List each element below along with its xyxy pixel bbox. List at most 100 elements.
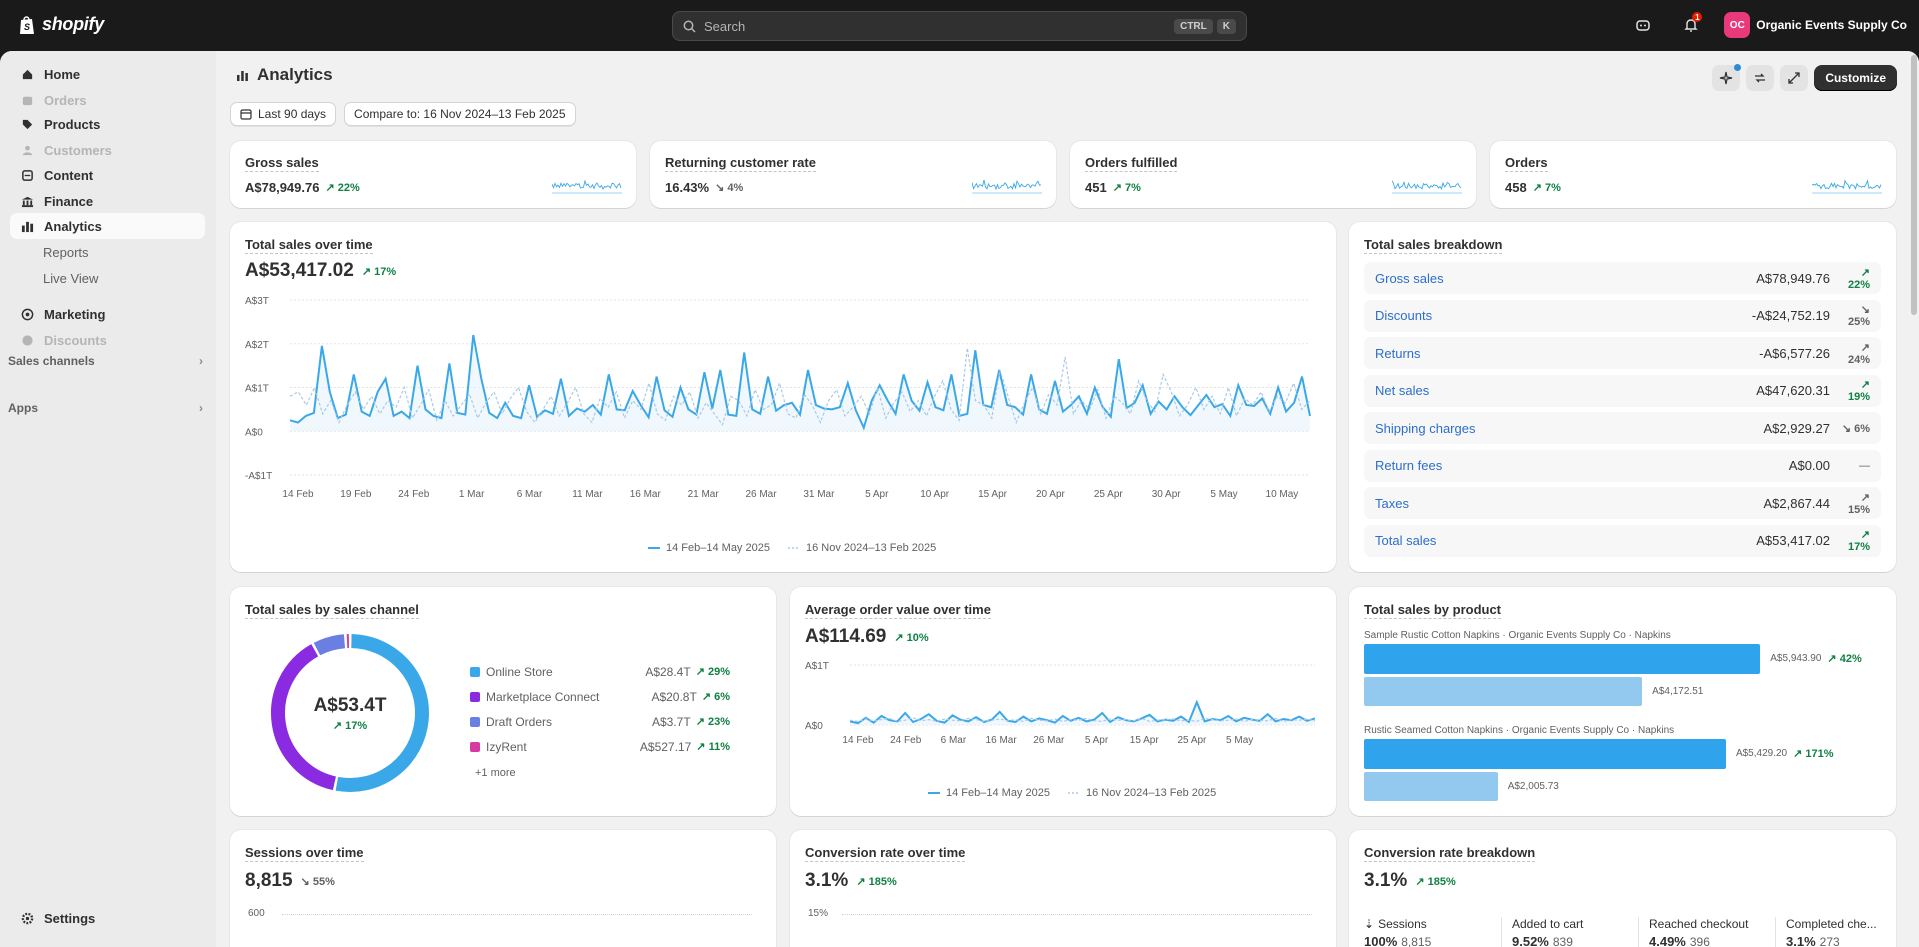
kpi-card-returning-customer-rate[interactable]: Returning customer rate 16.43% ↘ 4% <box>650 141 1056 208</box>
breakdown-label[interactable]: Return fees <box>1375 458 1443 473</box>
breakdown-label[interactable]: Taxes <box>1375 495 1409 511</box>
funnel-step[interactable]: ⇣ Sessions 100% 8,815 <box>1364 917 1431 947</box>
x-axis-tick: 10 Apr <box>920 489 950 500</box>
chevron-right-icon: › <box>199 401 203 415</box>
total-sales-line-chart[interactable]: A$3T A$2T A$1T A$0 -A$1T 14 Feb 19 Feb 24 Feb 1 … <box>230 290 1336 530</box>
sidebar-item-content[interactable]: Content <box>10 162 205 188</box>
funnel-step[interactable]: Completed che... 3.1% 273 <box>1775 917 1877 947</box>
sidebar-item-marketing[interactable]: Marketing <box>10 301 205 327</box>
card-title[interactable]: Conversion rate breakdown <box>1364 845 1536 862</box>
product-label[interactable]: Rustic Seamed Cotton Napkins · Organic E… <box>1364 725 1675 736</box>
channel-legend-row[interactable]: Marketplace Connect A$20.8T ↗ 6% <box>470 684 730 709</box>
x-axis-tick: 5 May <box>1226 735 1253 746</box>
sidebar-item-label: Finance <box>44 193 94 209</box>
channel-legend-row[interactable]: Online Store A$28.4T ↗ 29% <box>470 659 730 684</box>
sidebar-item-home[interactable]: Home <box>10 61 205 87</box>
channel-legend-row[interactable]: Draft Orders A$3.7T ↗ 23% <box>470 709 730 734</box>
funnel-step[interactable]: Added to cart 9.52% 839 <box>1501 917 1583 947</box>
legend-previous[interactable]: 16 Nov 2024–13 Feb 2025 <box>1067 787 1217 799</box>
sidebar-subitem-live-view[interactable]: Live View <box>43 271 99 286</box>
fullscreen-button[interactable] <box>1780 65 1809 91</box>
aov-line-chart[interactable]: A$1T A$0 14 Feb 24 Feb 6 Mar 16 Mar 26 Mar 5 Ap… <box>790 655 1336 775</box>
bar-change: ↗ 42% <box>1827 653 1862 665</box>
breakdown-label[interactable]: Net sales <box>1375 383 1430 398</box>
refresh-button[interactable] <box>1746 65 1775 91</box>
card-title[interactable]: Total sales by product <box>1364 602 1502 619</box>
sidebar-section-apps[interactable]: Apps › <box>8 401 203 415</box>
x-axis-tick: 14 Feb <box>842 735 874 746</box>
more-channels-link[interactable]: +1 more <box>475 767 516 779</box>
breakdown-row[interactable]: Discounts -A$24,752.19 ↘ 25% <box>1364 299 1881 332</box>
breakdown-label[interactable]: Total sales <box>1375 533 1437 548</box>
card-title[interactable]: Average order value over time <box>805 602 991 619</box>
y-axis-tick: A$1T <box>805 661 829 672</box>
breakdown-row[interactable]: Return fees A$0.00 — <box>1364 449 1881 482</box>
kpi-title[interactable]: Orders <box>1505 155 1548 172</box>
breakdown-row[interactable]: Taxes A$2,867.44 ↗ 15% <box>1364 487 1881 519</box>
breakdown-label[interactable]: Discounts <box>1375 308 1433 323</box>
sidekick-button[interactable] <box>1628 11 1658 39</box>
channel-name: Marketplace Connect <box>486 689 600 704</box>
funnel-step[interactable]: Reached checkout 4.49% 396 <box>1638 917 1748 947</box>
legend-previous[interactable]: 16 Nov 2024–13 Feb 2025 <box>787 542 937 554</box>
shopify-logo[interactable]: S shopify <box>18 14 104 35</box>
notifications-button[interactable]: 1 <box>1676 11 1706 39</box>
x-axis-tick: 19 Feb <box>340 489 372 500</box>
date-range-picker[interactable]: Last 90 days <box>230 102 337 126</box>
kpi-title[interactable]: Orders fulfilled <box>1085 155 1178 172</box>
product-label[interactable]: Sample Rustic Cotton Napkins · Organic E… <box>1364 630 1671 641</box>
sales-channel-donut-chart[interactable] <box>260 623 440 803</box>
card-title[interactable]: Total sales breakdown <box>1364 237 1503 254</box>
legend-current[interactable]: 14 Feb–14 May 2025 <box>648 542 770 554</box>
bar-previous[interactable] <box>1364 772 1498 801</box>
breakdown-row[interactable]: Returns -A$6,577.26 ↗ 24% <box>1364 337 1881 369</box>
channel-legend-row[interactable]: IzyRent A$527.17 ↗ 11% <box>470 734 730 759</box>
legend-current[interactable]: 14 Feb–14 May 2025 <box>928 787 1050 799</box>
sidebar-item-finance[interactable]: Finance <box>10 188 205 214</box>
scrollbar-thumb[interactable] <box>1911 55 1917 315</box>
bar-current[interactable] <box>1364 739 1726 769</box>
sidebar-section-sales-channels[interactable]: Sales channels › <box>8 354 203 368</box>
breakdown-row[interactable]: Shipping charges A$2,929.27 ↘ 6% <box>1364 412 1881 444</box>
bar-previous[interactable] <box>1364 677 1643 706</box>
customize-button[interactable]: Customize <box>1814 65 1897 91</box>
sparkline-path <box>552 179 622 190</box>
x-axis-tick: 20 Apr <box>1036 489 1066 500</box>
kpi-sparkline <box>1392 180 1462 194</box>
kpi-title[interactable]: Returning customer rate <box>665 155 816 172</box>
channel-value: A$3.7T <box>651 714 691 729</box>
kpi-card-orders[interactable]: Orders 458 ↗ 7% <box>1490 141 1896 208</box>
page-scrollbar[interactable] <box>1909 51 1919 947</box>
card-title[interactable]: Sessions over time <box>245 845 364 862</box>
sidebar-subitem-reports[interactable]: Reports <box>43 245 89 260</box>
card-title[interactable]: Conversion rate over time <box>805 845 966 862</box>
sidebar-item-discounts[interactable]: Discounts <box>10 327 205 353</box>
breakdown-row[interactable]: Net sales A$47,620.31 ↗ 19% <box>1364 374 1881 407</box>
card-title[interactable]: Total sales by sales channel <box>245 602 419 619</box>
sidebar-item-customers[interactable]: Customers <box>10 137 205 163</box>
kpi-card-orders-fulfilled[interactable]: Orders fulfilled 451 ↗ 7% <box>1070 141 1476 208</box>
kpi-card-gross-sales[interactable]: Gross sales A$78,949.76 ↗ 22% <box>230 141 636 208</box>
kpi-title[interactable]: Gross sales <box>245 155 319 172</box>
sidebar-item-products[interactable]: Products <box>10 111 205 137</box>
breakdown-row[interactable]: Total sales A$53,417.02 ↗ 17% <box>1364 524 1881 557</box>
bar-current[interactable] <box>1364 644 1761 674</box>
sidebar-item-analytics[interactable]: Analytics <box>10 213 205 239</box>
breakdown-label[interactable]: Returns <box>1375 345 1421 361</box>
bar-current-value: A$5,429.20 ↗ 171% <box>1735 748 1834 760</box>
sidekick-analytics-button[interactable] <box>1712 64 1742 91</box>
breakdown-label[interactable]: Shipping charges <box>1375 420 1476 436</box>
search-input[interactable]: Search <box>704 18 746 34</box>
breakdown-label[interactable]: Gross sales <box>1375 270 1444 286</box>
store-menu[interactable]: OC Organic Events Supply Co <box>1724 12 1907 38</box>
sales-breakdown-card: Total sales breakdown Gross sales A$78,94… <box>1349 222 1896 572</box>
sidebar-item-orders[interactable]: Orders <box>10 87 205 113</box>
change-badge: ↘ 55% <box>300 875 335 888</box>
compare-picker[interactable]: Compare to: 16 Nov 2024–13 Feb 2025 <box>344 102 576 126</box>
breakdown-row[interactable]: Gross sales A$78,949.76 ↗ 22% <box>1364 262 1881 294</box>
sidebar-item-label: Discounts <box>44 332 107 348</box>
search-bar[interactable]: Search CTRL K <box>672 11 1247 41</box>
x-axis-tick: 24 Feb <box>398 489 430 500</box>
card-title[interactable]: Total sales over time <box>245 237 373 254</box>
sidebar-item-settings[interactable]: Settings <box>10 905 205 931</box>
